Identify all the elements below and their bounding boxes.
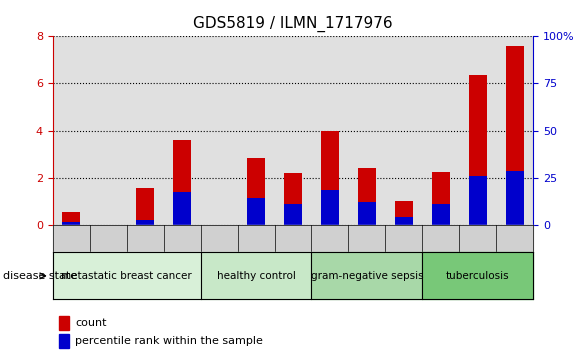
Bar (312, 36, 349, 225)
Bar (459, 36, 496, 225)
Bar (357, 168, 376, 225)
Text: metastatic breast cancer: metastatic breast cancer (62, 271, 192, 281)
Bar (469, 176, 487, 225)
Bar (62, 222, 80, 225)
Bar (53, 36, 90, 225)
Bar (506, 171, 524, 225)
Bar (59, 334, 69, 348)
Bar (432, 204, 450, 225)
Bar (200, 225, 237, 252)
Text: gram-negative sepsis: gram-negative sepsis (311, 271, 423, 281)
Bar (312, 225, 349, 252)
Bar (274, 36, 312, 225)
Bar (247, 158, 265, 225)
Bar (247, 198, 265, 225)
Bar (53, 252, 200, 299)
Text: tuberculosis: tuberculosis (446, 271, 510, 281)
Bar (321, 190, 339, 225)
Bar (386, 36, 423, 225)
Bar (506, 46, 524, 225)
Bar (53, 225, 90, 252)
Bar (312, 252, 423, 299)
Bar (127, 36, 163, 225)
Bar (386, 225, 423, 252)
Bar (432, 172, 450, 225)
Bar (394, 201, 413, 225)
Bar (90, 36, 127, 225)
Bar (136, 220, 154, 225)
Text: percentile rank within the sample: percentile rank within the sample (75, 336, 263, 346)
Bar (59, 316, 69, 330)
Bar (394, 217, 413, 225)
Bar (349, 36, 386, 225)
Bar (90, 225, 127, 252)
Bar (173, 192, 192, 225)
Text: count: count (75, 318, 107, 328)
Bar (284, 173, 302, 225)
Bar (469, 75, 487, 225)
Bar (163, 225, 200, 252)
Title: GDS5819 / ILMN_1717976: GDS5819 / ILMN_1717976 (193, 16, 393, 32)
Bar (200, 252, 312, 299)
Bar (237, 225, 274, 252)
Bar (163, 36, 200, 225)
Bar (173, 140, 192, 225)
Bar (237, 36, 274, 225)
Text: disease state: disease state (3, 271, 77, 281)
Bar (127, 225, 163, 252)
Bar (136, 188, 154, 225)
Bar (274, 225, 312, 252)
Text: healthy control: healthy control (217, 271, 295, 281)
Bar (284, 204, 302, 225)
Bar (459, 225, 496, 252)
Bar (200, 36, 237, 225)
Bar (349, 225, 386, 252)
Bar (423, 252, 533, 299)
Bar (423, 36, 459, 225)
Bar (423, 225, 459, 252)
Bar (357, 203, 376, 225)
Bar (321, 131, 339, 225)
Bar (62, 212, 80, 225)
Bar (496, 36, 533, 225)
Bar (496, 225, 533, 252)
